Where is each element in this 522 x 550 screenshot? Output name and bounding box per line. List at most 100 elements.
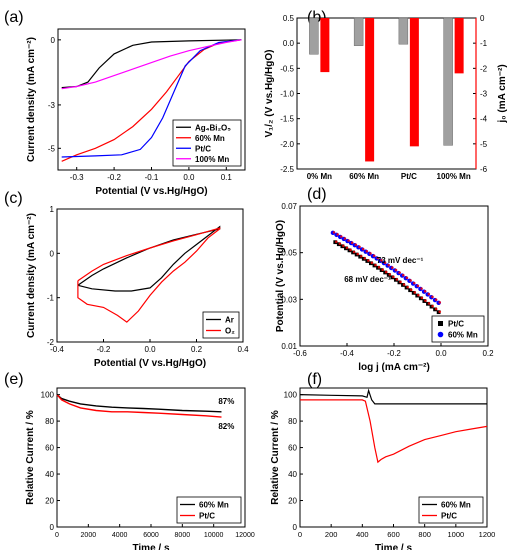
fit-point bbox=[347, 239, 350, 242]
legend-label: Pt/C bbox=[448, 320, 464, 329]
fit-point bbox=[420, 296, 424, 300]
x-tick-label: -0.4 bbox=[50, 345, 64, 354]
series-line bbox=[56, 394, 222, 413]
fit-point bbox=[332, 231, 336, 234]
retention-annotation: 82% bbox=[218, 422, 234, 431]
fit-point bbox=[401, 273, 405, 277]
x-tick-label: 1200 bbox=[479, 530, 496, 539]
y-tick-label: -1.5 bbox=[280, 115, 294, 124]
x-tick-label: 0.0 bbox=[183, 173, 195, 182]
fit-point bbox=[367, 259, 370, 262]
y-axis-label: Relative Current / % bbox=[25, 410, 36, 505]
x-axis-label: Potential (V vs.Hg/HgO) bbox=[94, 358, 206, 369]
y-tick-label: 0 bbox=[50, 249, 55, 258]
fit-point bbox=[420, 287, 423, 290]
fit-point bbox=[409, 279, 412, 282]
fit-point bbox=[399, 280, 402, 284]
fit-point bbox=[361, 247, 365, 251]
panel-label: (d) bbox=[307, 186, 327, 203]
fit-point bbox=[416, 284, 420, 288]
x-tick-label: 2000 bbox=[81, 532, 97, 539]
fit-point bbox=[427, 292, 431, 296]
fit-point bbox=[370, 261, 374, 265]
fit-point bbox=[387, 263, 390, 267]
legend-label: Pt/C bbox=[195, 144, 211, 153]
panel-label: (c) bbox=[4, 190, 23, 207]
series-line bbox=[61, 39, 242, 90]
x-axis-label: Time / s bbox=[132, 543, 169, 550]
legend-label: Ag₄Bi₂O₅ bbox=[195, 123, 231, 132]
y-tick-label: -3 bbox=[480, 90, 488, 99]
y-tick-label: 0 bbox=[293, 523, 298, 532]
y-tick-label: 0.07 bbox=[281, 202, 297, 211]
slope-annotation: 68 mV dec⁻¹ bbox=[344, 275, 391, 284]
panel-label: (f) bbox=[307, 371, 322, 388]
bar-j0 bbox=[409, 18, 419, 147]
x-tick-label: 0.0 bbox=[144, 345, 156, 354]
y-tick-label: 40 bbox=[288, 470, 297, 479]
fit-point bbox=[394, 268, 398, 272]
x-tick-label: 0 bbox=[55, 532, 59, 539]
fit-point bbox=[369, 252, 372, 255]
fit-point bbox=[438, 301, 442, 304]
x-category-label: 100% Mn bbox=[437, 172, 471, 181]
y-tick-label: 100 bbox=[41, 391, 55, 400]
legend-label: 100% Mn bbox=[195, 155, 229, 164]
panel-label: (e) bbox=[4, 371, 24, 388]
legend-marker bbox=[438, 321, 443, 326]
bar-v-half bbox=[398, 17, 409, 45]
y-tick-label: 0.03 bbox=[281, 295, 297, 304]
x-axis-label: log j (mA cm⁻²) bbox=[358, 362, 430, 373]
series-line bbox=[299, 388, 487, 405]
panel-c: (c) -0.4 -0.2 0.0 0.2 0.4 1 0 -1 -2 Ar O₂ Potential … bbox=[4, 190, 249, 369]
x-tick-label: -0.3 bbox=[70, 173, 84, 182]
y-tick-label: 60 bbox=[45, 444, 54, 453]
x-category-label: 0% Mn bbox=[307, 172, 332, 181]
y-tick-label: 20 bbox=[288, 497, 297, 506]
x-tick-label: 800 bbox=[418, 530, 431, 539]
legend-label: O₂ bbox=[225, 327, 235, 336]
legend-box bbox=[202, 311, 240, 339]
bar-j0 bbox=[320, 18, 330, 73]
y-tick-label: -2 bbox=[480, 64, 488, 73]
fit-point bbox=[412, 281, 416, 285]
y-tick-label: -1 bbox=[480, 39, 488, 48]
x-tick-label: 10000 bbox=[204, 532, 224, 539]
y-axis-label-left: V₁/₂ (V vs.Hg/HgO) bbox=[264, 49, 275, 137]
fit-point bbox=[406, 285, 409, 289]
y-tick-label: -3 bbox=[48, 101, 56, 110]
x-tick-label: 200 bbox=[325, 530, 338, 539]
fit-point bbox=[424, 299, 427, 302]
fit-point bbox=[417, 293, 420, 297]
fit-point bbox=[343, 237, 347, 240]
y-axis-label: Relative Current / % bbox=[270, 410, 281, 505]
fit-point bbox=[391, 266, 394, 269]
y-tick-label: 20 bbox=[45, 497, 54, 506]
bar-j0 bbox=[365, 18, 375, 162]
panel-b: (b)0% Mn 60% Mn Pt/C 100% Mn0.50.0-0.5-1.0-… bbox=[264, 9, 508, 181]
y-tick-label: 0.5 bbox=[283, 14, 295, 23]
fit-point bbox=[395, 278, 399, 281]
fit-point bbox=[402, 283, 406, 286]
y-tick-label: 0 bbox=[51, 36, 56, 45]
series-line bbox=[56, 394, 222, 418]
legend-label: Pt/C bbox=[441, 512, 457, 521]
y-tick-label: -1 bbox=[47, 294, 55, 303]
fit-point bbox=[372, 254, 376, 258]
y-tick-label: -5 bbox=[480, 140, 488, 149]
fit-point bbox=[434, 307, 438, 311]
fit-point bbox=[392, 275, 395, 279]
bar-j0 bbox=[454, 18, 464, 74]
series-line bbox=[77, 227, 221, 323]
fit-point bbox=[431, 304, 434, 308]
y-tick-label: -2.5 bbox=[280, 165, 294, 174]
y-tick-label: -5 bbox=[48, 144, 56, 153]
x-tick-label: 600 bbox=[387, 530, 400, 539]
x-tick-label: -0.2 bbox=[97, 345, 111, 354]
legend-label: 60% Mn bbox=[195, 134, 225, 143]
bar-v-half bbox=[353, 17, 364, 46]
y-tick-label: 0.01 bbox=[281, 342, 297, 351]
fit-point bbox=[383, 261, 387, 265]
fit-point bbox=[363, 257, 367, 260]
fit-point bbox=[350, 241, 354, 244]
